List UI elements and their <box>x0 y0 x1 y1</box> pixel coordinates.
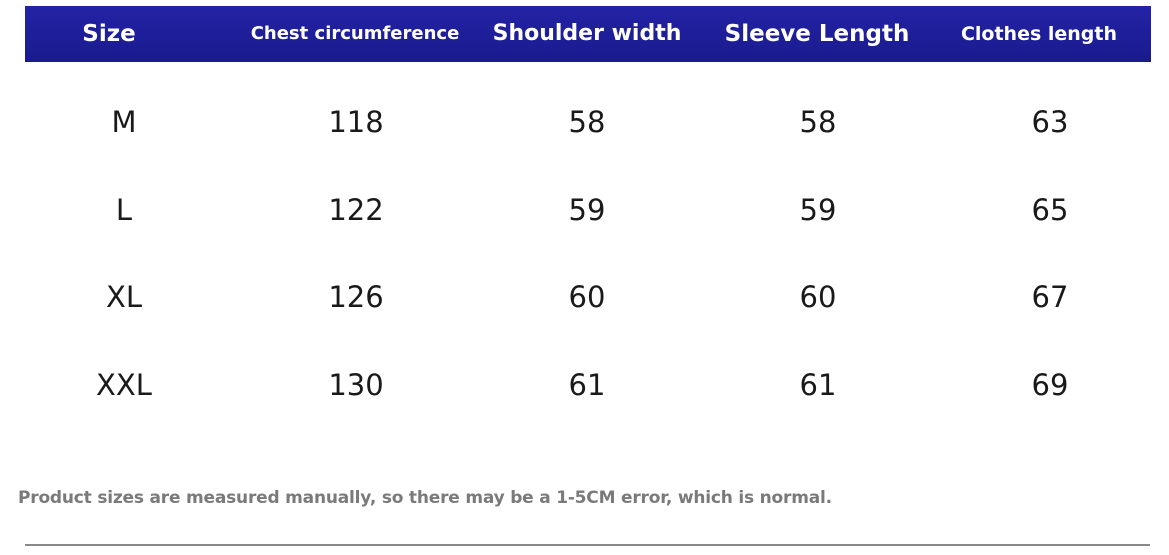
size-cell: XXL <box>96 368 152 402</box>
chest-cell: 118 <box>328 105 384 139</box>
length-cell: 69 <box>1031 368 1069 402</box>
sleeve-cell: 58 <box>799 105 837 139</box>
table-row: XXL 130 61 61 69 <box>0 355 1169 415</box>
shoulder-cell: 61 <box>568 368 606 402</box>
sleeve-cell: 59 <box>799 193 837 227</box>
size-cell: L <box>115 193 133 227</box>
header-size: Size <box>82 21 136 47</box>
table-row: L 122 59 59 65 <box>0 180 1169 240</box>
header-shoulder-width: Shoulder width <box>492 21 682 46</box>
shoulder-cell: 59 <box>568 193 606 227</box>
table-row: M 118 58 58 63 <box>0 92 1169 152</box>
header-chest-circumference: Chest circumference <box>250 23 460 44</box>
header-sleeve-length: Sleeve Length <box>724 21 910 47</box>
table-row: XL 126 60 60 67 <box>0 267 1169 327</box>
sleeve-cell: 60 <box>799 280 837 314</box>
shoulder-cell: 60 <box>568 280 606 314</box>
header-clothes-length: Clothes length <box>960 23 1118 45</box>
measurement-note: Product sizes are measured manually, so … <box>18 488 832 508</box>
size-cell: XL <box>105 280 143 314</box>
sleeve-cell: 61 <box>799 368 837 402</box>
size-cell: M <box>111 105 137 139</box>
bottom-divider <box>25 544 1150 546</box>
chest-cell: 126 <box>328 280 384 314</box>
chest-cell: 122 <box>328 193 384 227</box>
length-cell: 65 <box>1031 193 1069 227</box>
size-table-header <box>25 6 1151 62</box>
chest-cell: 130 <box>328 368 384 402</box>
length-cell: 63 <box>1031 105 1069 139</box>
length-cell: 67 <box>1031 280 1069 314</box>
shoulder-cell: 58 <box>568 105 606 139</box>
